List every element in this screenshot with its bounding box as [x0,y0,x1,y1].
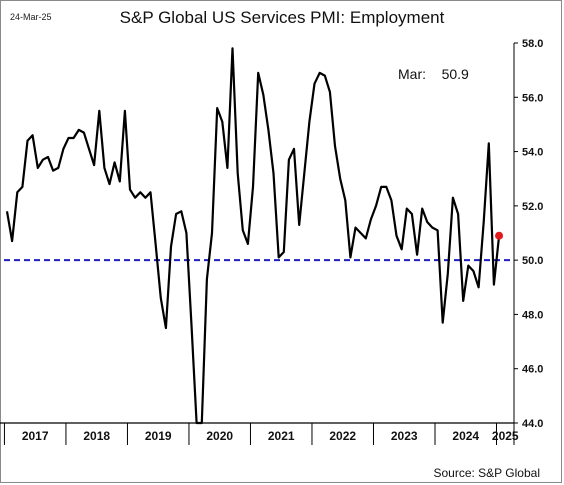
y-tick-label: 52.0 [522,201,543,213]
x-year-label: 2022 [329,429,356,443]
source-note: Source: S&P Global [433,466,540,480]
latest-value-annotation: Mar: 50.9 [398,66,469,82]
x-year-label: 2018 [83,429,110,443]
y-tick-label: 48.0 [522,309,543,321]
y-tick-label: 58.0 [522,38,543,50]
x-year-label: 2020 [206,429,233,443]
x-year-label: 2017 [22,429,49,443]
y-tick-label: 54.0 [522,147,543,159]
x-year-label: 2021 [268,429,295,443]
x-year-label: 2023 [391,429,418,443]
latest-point-marker [495,231,504,240]
y-tick-label: 56.0 [522,92,543,104]
x-axis: 2017 2018 2019 2020 2021 2022 2023 2024 2025 [0,422,519,445]
date-stamp: 24-Mar-25 [10,12,52,22]
y-tick-label: 50.0 [522,255,543,267]
x-year-label: 2019 [145,429,172,443]
y-tick-label: 46.0 [522,364,543,376]
y-tick-label: 44.0 [522,418,543,430]
x-year-label: 2024 [452,429,479,443]
chart-title: S&P Global US Services PMI: Employment [119,8,445,27]
y-axis: 58.0 56.0 54.0 52.0 50.0 48.0 46.0 44.0 [514,38,543,430]
x-year-label: 2025 [492,429,519,443]
annotation-label: Mar: [398,66,426,82]
annotation-value: 50.9 [441,66,469,82]
series-line [5,47,501,425]
